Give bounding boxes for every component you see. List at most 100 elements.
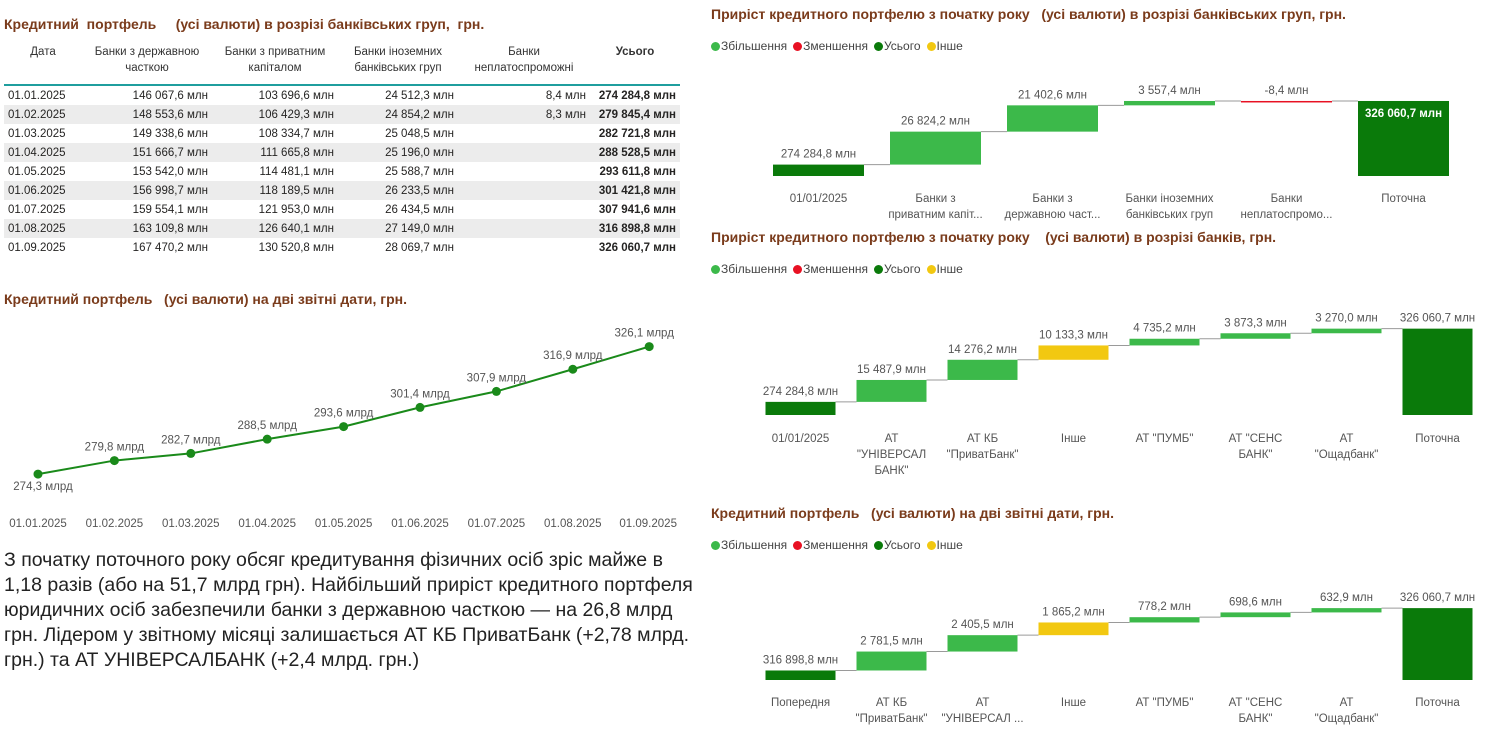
legend-item[interactable]: Збільшення — [711, 39, 787, 53]
table-row[interactable]: 01.05.2025 153 542,0 млн 114 481,1 млн 25 5… — [4, 162, 680, 181]
legend-item[interactable]: Зменшення — [793, 538, 868, 552]
category-label: АТ КБ — [967, 433, 998, 445]
legend-label: Усього — [883, 262, 921, 276]
bar-value-label: 3 557,4 млн — [1138, 85, 1201, 97]
category-label: неплатоспромо... — [1240, 209, 1332, 221]
table-row[interactable]: 01.06.2025 156 998,7 млн 118 189,5 млн 26 2… — [4, 181, 680, 200]
column-header[interactable]: Банки з приватним капіталом — [212, 44, 338, 86]
value-cell: 118 189,5 млн — [212, 181, 338, 200]
value-cell: 25 588,7 млн — [385, 165, 454, 178]
bar-value-label: 274 284,8 млн — [763, 386, 838, 398]
category-label: "Ощадбанк" — [1315, 449, 1379, 461]
category-label: Інше — [1061, 433, 1086, 445]
legend-dot-icon — [873, 41, 883, 51]
legend-item[interactable]: Інше — [926, 39, 963, 53]
waterfall-bar[interactable] — [1129, 617, 1200, 623]
value-cell: 8,3 млн — [458, 105, 590, 124]
data-point[interactable] — [262, 434, 272, 444]
category-label: 01/01/2025 — [790, 193, 848, 205]
legend-item[interactable]: Збільшення — [711, 262, 787, 276]
waterfall-bar[interactable] — [1038, 345, 1109, 360]
value-cell: 126 640,1 млн — [212, 219, 338, 238]
value-cell: 121 953,0 млн — [258, 203, 334, 216]
legend-item[interactable]: Інше — [926, 538, 963, 552]
column-header[interactable]: Дата — [4, 44, 82, 86]
category-label: державною част... — [1005, 209, 1101, 221]
table-row[interactable]: 01.02.2025 148 553,6 млн 106 429,3 млн 24 8… — [4, 105, 680, 124]
legend-item[interactable]: Збільшення — [711, 538, 787, 552]
category-label: АТ — [1340, 697, 1354, 709]
waterfall-bar[interactable] — [1220, 333, 1291, 339]
waterfall-bar[interactable] — [773, 164, 864, 176]
table-row[interactable]: 01.07.2025 159 554,1 млн 121 953,0 млн 26 4… — [4, 200, 680, 219]
legend-dot-icon — [793, 540, 803, 550]
x-tick-label: 01.04.2025 — [238, 518, 296, 530]
legend-label: Зменшення — [803, 538, 868, 552]
legend-item[interactable]: Зменшення — [793, 262, 868, 276]
category-label: "ПриватБанк" — [947, 449, 1019, 461]
bar-value-label: 3 270,0 млн — [1315, 313, 1378, 325]
legend-item[interactable]: Усього — [873, 538, 921, 552]
value-cell: 163 109,8 млн — [82, 219, 212, 238]
legend-item[interactable]: Усього — [873, 262, 921, 276]
table-row[interactable]: 01.01.2025 146 067,6 млн 103 696,6 млн 24 5… — [4, 85, 680, 105]
waterfall-bar[interactable] — [1007, 105, 1098, 132]
bar-value-label: 2 405,5 млн — [951, 619, 1014, 631]
waterfall-bar[interactable] — [856, 651, 927, 671]
waterfall-bar[interactable] — [765, 401, 836, 415]
waterfall-bar[interactable] — [765, 670, 836, 680]
waterfall-bar[interactable] — [1241, 100, 1332, 103]
bar-value-label: 14 276,2 млн — [948, 344, 1017, 356]
table-row[interactable]: 01.08.2025 163 109,8 млн 126 640,1 млн 27 1… — [4, 219, 680, 238]
waterfall-bar[interactable] — [1124, 100, 1215, 106]
waterfall-bar[interactable] — [1358, 100, 1449, 176]
column-header[interactable]: Банки іноземних банківських груп — [338, 44, 458, 86]
legend-dot-icon — [926, 264, 936, 274]
category-label: АТ — [976, 697, 990, 709]
bar-value-label: 21 402,6 млн — [1018, 89, 1087, 101]
data-point[interactable] — [415, 402, 425, 412]
waterfall-bar[interactable] — [1402, 608, 1473, 680]
legend-label: Зменшення — [803, 262, 868, 276]
legend-item[interactable]: Інше — [926, 262, 963, 276]
data-point[interactable] — [568, 364, 578, 374]
data-point[interactable] — [109, 456, 119, 466]
data-point[interactable] — [186, 448, 196, 458]
data-point[interactable] — [33, 469, 43, 479]
waterfall-bar[interactable] — [1220, 612, 1291, 618]
waterfall-bar[interactable] — [947, 635, 1018, 652]
legend-label: Збільшення — [721, 262, 788, 276]
value-cell — [458, 200, 590, 219]
data-point[interactable] — [491, 386, 501, 396]
waterfall-bar[interactable] — [947, 359, 1018, 380]
commentary-text: З початку поточного року обсяг кредитува… — [4, 549, 693, 671]
legend-item[interactable]: Усього — [873, 39, 921, 53]
portfolio-table: Дата Банки з державною часткою Банки з п… — [4, 44, 680, 257]
legend-dot-icon — [793, 264, 803, 274]
x-tick-label: 01.05.2025 — [315, 518, 373, 530]
data-point[interactable] — [644, 342, 654, 352]
legend-label: Зменшення — [803, 39, 868, 53]
column-header[interactable]: Банки з державною часткою — [82, 44, 212, 86]
column-header[interactable]: Усього — [590, 44, 680, 86]
data-point[interactable] — [339, 422, 349, 432]
waterfall-bar[interactable] — [1038, 622, 1109, 636]
value-cell: 108 334,7 млн — [258, 127, 334, 140]
waterfall-bar[interactable] — [856, 379, 927, 402]
bar-value-label: 4 735,2 млн — [1133, 323, 1196, 335]
waterfall-bar[interactable] — [1311, 328, 1382, 334]
category-label: АТ "ПУМБ" — [1136, 433, 1194, 445]
legend-item[interactable]: Зменшення — [793, 39, 868, 53]
value-cell: 26 434,5 млн — [385, 203, 454, 216]
table-title: Кредитний портфель (усі валюти) в розріз… — [4, 16, 485, 32]
waterfall-bar[interactable] — [1129, 338, 1200, 346]
table-row[interactable]: 01.03.2025 149 338,6 млн 108 334,7 млн 25 0… — [4, 124, 680, 143]
waterfall-bar[interactable] — [1311, 608, 1382, 613]
column-header[interactable]: Банки неплатоспроможні — [458, 44, 590, 86]
waterfall-bar[interactable] — [890, 131, 981, 165]
table-row[interactable]: 01.09.2025 167 470,2 млн 130 520,8 млн 28 0… — [4, 238, 680, 257]
data-label: 307,9 млрд — [467, 372, 527, 384]
x-tick-label: 01.06.2025 — [391, 518, 449, 530]
waterfall-bar[interactable] — [1402, 328, 1473, 415]
table-row[interactable]: 01.04.2025 151 666,7 млн 111 665,8 млн 25 1… — [4, 143, 680, 162]
